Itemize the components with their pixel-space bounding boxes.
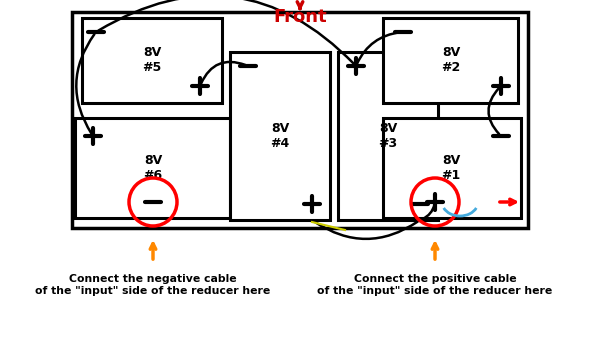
Bar bbox=[230, 52, 330, 220]
Text: 8V
#2: 8V #2 bbox=[442, 46, 461, 74]
Text: 8V
#3: 8V #3 bbox=[379, 122, 398, 150]
Bar bbox=[75, 118, 230, 218]
Bar bbox=[72, 12, 528, 228]
Bar bbox=[338, 52, 438, 220]
Text: Front: Front bbox=[273, 8, 327, 26]
Text: 8V
#4: 8V #4 bbox=[271, 122, 290, 150]
Text: 8V
#6: 8V #6 bbox=[143, 154, 163, 182]
Text: 8V
#5: 8V #5 bbox=[142, 46, 161, 74]
Text: 8V
#1: 8V #1 bbox=[442, 154, 461, 182]
Text: Connect the positive cable
of the "input" side of the reducer here: Connect the positive cable of the "input… bbox=[317, 274, 553, 296]
Bar bbox=[383, 18, 518, 103]
Bar bbox=[82, 18, 222, 103]
Text: Connect the negative cable
of the "input" side of the reducer here: Connect the negative cable of the "input… bbox=[35, 274, 271, 296]
Bar bbox=[383, 118, 521, 218]
